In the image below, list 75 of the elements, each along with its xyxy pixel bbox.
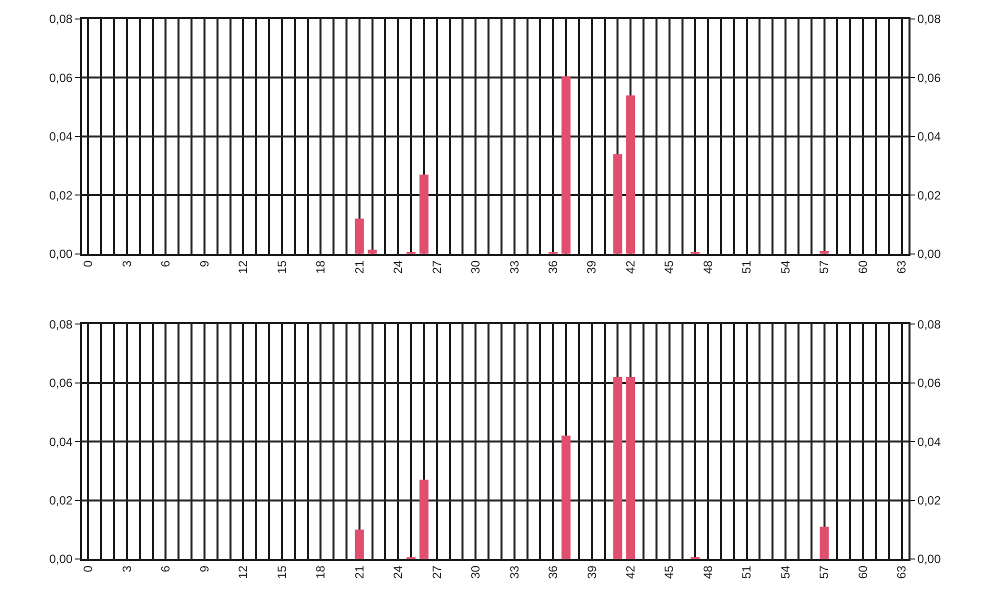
bar [626,376,636,559]
y-tick-label: 0,04 [49,130,73,144]
y2-tick-label: 0,02 [917,493,942,508]
bar [820,526,829,559]
y2-tick-label: 0,04 [917,130,942,144]
x-tick-label: 9 [197,260,212,268]
bar [613,154,622,254]
x-tick-label: 3 [120,565,134,572]
x-tick-label: 51 [740,565,754,579]
x-tick-label: 39 [584,260,599,274]
y-tick-label: 0,06 [49,376,73,390]
y2-tick-label: 0,08 [917,317,942,332]
bar [562,436,571,559]
y-tick-label: 0,00 [49,247,73,262]
x-tick-label: 42 [624,260,638,274]
y-tick-label: 0,08 [49,12,73,26]
y-tick-label: 0,04 [49,434,73,449]
x-tick-label: 21 [352,565,366,579]
x-tick-label: 36 [546,565,560,579]
bar [613,376,622,559]
y-tick-label: 0,02 [49,188,73,202]
x-tick-label: 3 [120,260,134,268]
x-tick-label: 48 [700,565,715,579]
x-tick-label: 12 [236,565,250,579]
bar [354,530,364,559]
x-tick-label: 18 [314,260,328,274]
x-tick-label: 33 [507,565,522,579]
x-tick-label: 0 [81,260,96,268]
x-tick-label: 42 [624,565,638,579]
y-tick-label: 0,00 [49,552,73,566]
bar [419,174,428,254]
x-tick-label: 39 [584,565,599,579]
x-tick-label: 21 [352,260,366,274]
x-tick-label: 15 [274,260,289,274]
y-tick-label: 0,06 [49,70,73,85]
bar [419,480,428,559]
x-tick-label: 33 [507,260,522,274]
x-tick-label: 45 [662,260,676,274]
x-tick-label: 57 [817,260,832,274]
x-tick-label: 0 [81,565,96,572]
x-tick-label: 63 [894,565,909,579]
x-tick-label: 51 [740,260,754,274]
x-tick-label: 60 [856,260,870,274]
x-tick-label: 54 [778,565,792,579]
x-tick-label: 6 [158,565,173,572]
x-tick-label: 9 [197,565,212,572]
x-tick-label: 60 [856,565,870,579]
x-tick-label: 36 [546,260,560,274]
x-tick-label: 48 [700,260,715,274]
x-tick-label: 54 [778,260,792,274]
x-tick-label: 12 [236,260,250,274]
y2-tick-label: 0,04 [917,434,942,449]
x-tick-label: 24 [391,565,406,579]
bar [562,76,571,254]
bar [354,218,364,254]
x-tick-label: 63 [894,260,909,274]
y-tick-label: 0,02 [49,493,73,508]
y2-tick-label: 0,06 [917,70,942,85]
x-tick-label: 18 [314,565,328,579]
bar [626,95,636,254]
x-tick-label: 30 [468,260,483,274]
y2-tick-label: 0,08 [917,12,942,26]
x-tick-label: 57 [817,565,832,579]
x-tick-label: 27 [430,260,444,274]
y2-tick-label: 0,06 [917,376,942,390]
x-tick-label: 15 [274,565,289,579]
y2-tick-label: 0,00 [917,247,942,262]
x-tick-label: 27 [430,565,444,579]
x-tick-label: 24 [391,260,406,274]
x-tick-label: 6 [158,260,173,268]
y2-tick-label: 0,00 [917,552,942,566]
x-tick-label: 30 [468,565,483,579]
y2-tick-label: 0,02 [917,188,942,202]
x-tick-label: 45 [662,565,676,579]
y-tick-label: 0,08 [49,317,73,332]
